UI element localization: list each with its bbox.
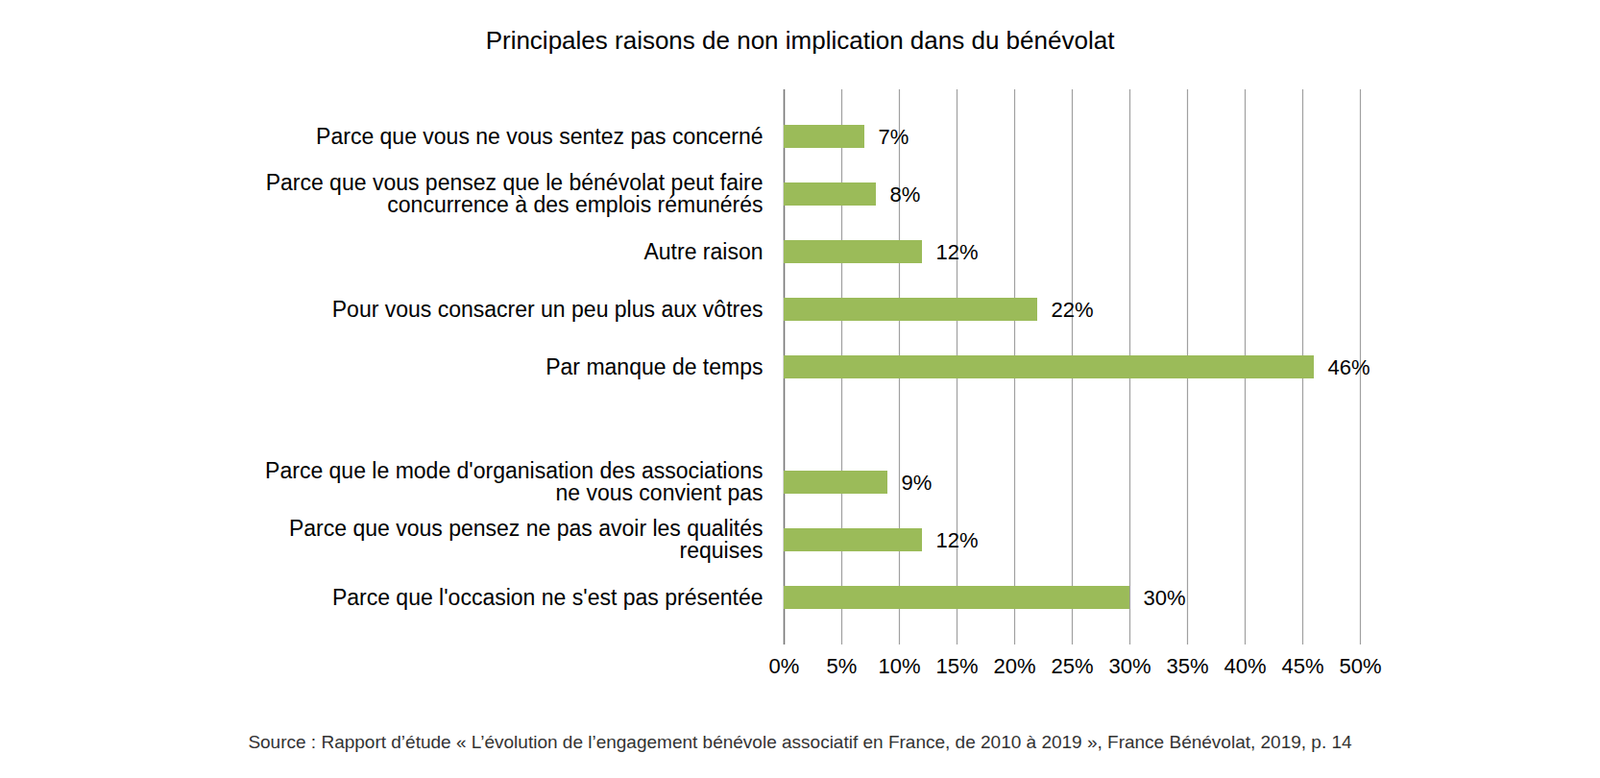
svg-text:Pour vous consacrer un peu plu: Pour vous consacrer un peu plus aux vôtr… xyxy=(332,296,764,322)
svg-text:Parce que vous ne vous sentez: Parce que vous ne vous sentez pas concer… xyxy=(315,123,763,149)
svg-text:25%: 25% xyxy=(1050,654,1093,679)
svg-text:Autre raison: Autre raison xyxy=(643,239,763,265)
svg-text:5%: 5% xyxy=(826,654,858,679)
svg-text:Parce que le mode d'organisati: Parce que le mode d'organisation des ass… xyxy=(265,458,763,506)
svg-text:9%: 9% xyxy=(901,470,933,495)
svg-text:40%: 40% xyxy=(1223,654,1266,679)
svg-text:Parce que vous pensez que le b: Parce que vous pensez que le bénévolat p… xyxy=(266,169,764,218)
svg-text:8%: 8% xyxy=(890,182,922,207)
html-text:Source : Rapport d’étude « L’é: Source : Rapport d’étude « L’évolution d… xyxy=(248,731,1352,752)
svg-text:20%: 20% xyxy=(993,654,1036,679)
svg-text:50%: 50% xyxy=(1338,654,1382,679)
svg-text:0%: 0% xyxy=(769,654,800,679)
svg-text:15%: 15% xyxy=(935,654,978,679)
svg-text:46%: 46% xyxy=(1328,355,1371,380)
svg-text:Parce que l'occasion ne s'est: Parce que l'occasion ne s'est pas présen… xyxy=(332,584,764,610)
svg-text:45%: 45% xyxy=(1281,654,1324,679)
svg-text:12%: 12% xyxy=(936,240,979,265)
svg-text:7%: 7% xyxy=(878,124,910,149)
svg-text:12%: 12% xyxy=(936,528,979,553)
svg-text:Parce que vous pensez ne pas a: Parce que vous pensez ne pas avoir les q… xyxy=(289,515,764,563)
svg-text:Par manque de temps: Par manque de temps xyxy=(545,354,763,380)
html-text:Principales raisons de non imp: Principales raisons de non implication d… xyxy=(485,25,1115,55)
svg-text:10%: 10% xyxy=(877,654,921,679)
svg-text:35%: 35% xyxy=(1165,654,1209,679)
svg-text:30%: 30% xyxy=(1143,585,1187,610)
svg-text:30%: 30% xyxy=(1108,654,1151,679)
svg-text:22%: 22% xyxy=(1051,297,1094,322)
